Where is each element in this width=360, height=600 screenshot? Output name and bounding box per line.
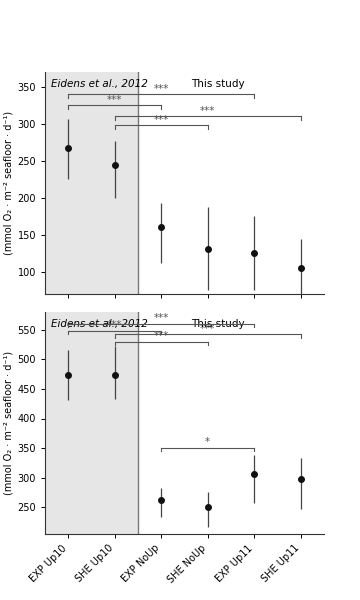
Text: ***: *** <box>200 106 215 116</box>
Y-axis label: Total benthic net production $P_n$
(mmol O₂ · m⁻² seafloor · d⁻¹): Total benthic net production $P_n$ (mmol… <box>0 106 13 260</box>
Text: ***: *** <box>107 95 122 104</box>
Text: ***: *** <box>154 115 169 125</box>
Text: ***: *** <box>154 313 169 323</box>
Y-axis label: Total benthic gross production $P_g$
(mmol O₂ · m⁻² seafloor · d⁻¹): Total benthic gross production $P_g$ (mm… <box>0 341 13 505</box>
Text: ***: *** <box>154 83 169 94</box>
Text: This study: This study <box>191 319 245 329</box>
Text: ***: *** <box>107 320 122 330</box>
Text: ***: *** <box>154 331 169 341</box>
Text: Eidens et al., 2012: Eidens et al., 2012 <box>50 319 148 329</box>
Text: This study: This study <box>191 79 245 89</box>
Text: *: * <box>205 437 210 448</box>
Bar <box>45 72 138 294</box>
Bar <box>45 312 138 534</box>
Text: ***: *** <box>200 324 215 334</box>
Text: Eidens et al., 2012: Eidens et al., 2012 <box>50 79 148 89</box>
